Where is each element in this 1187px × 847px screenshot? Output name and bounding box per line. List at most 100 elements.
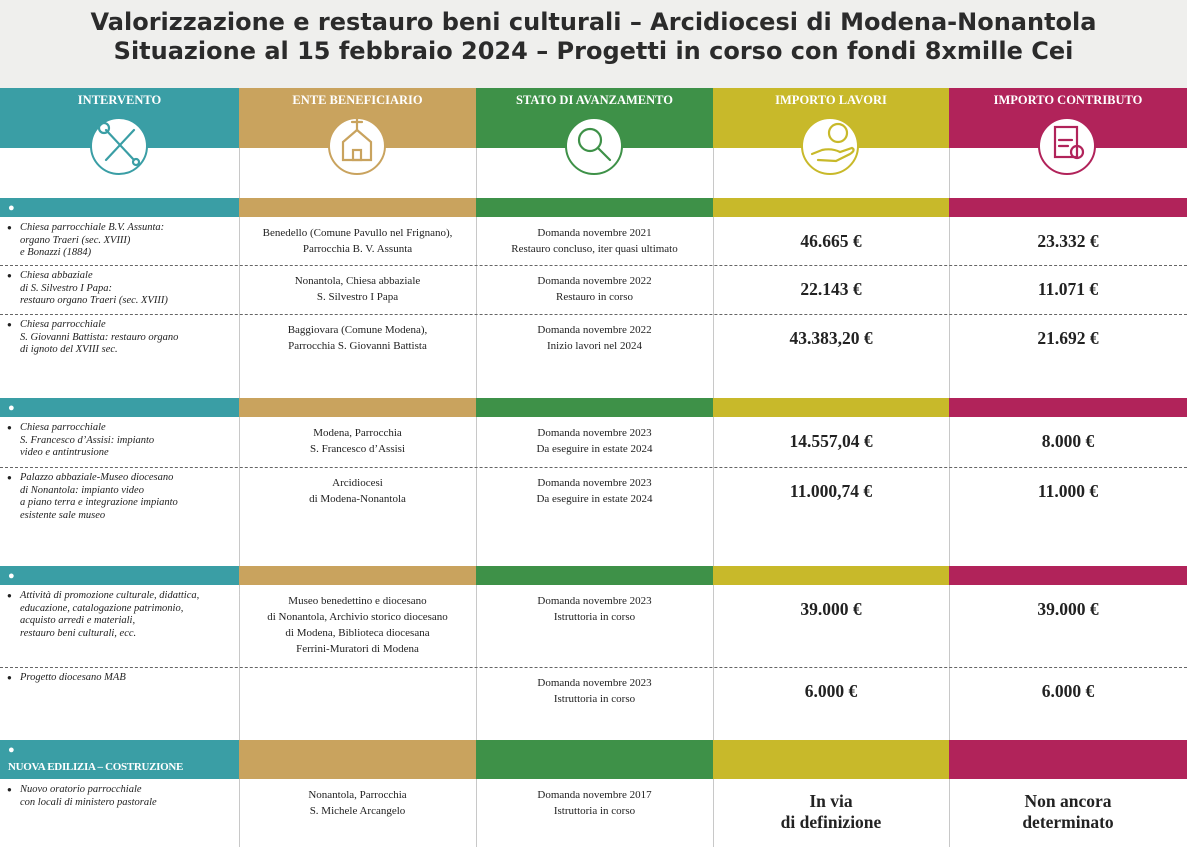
cell-line: Domanda novembre 2022 xyxy=(537,324,652,336)
cell-line: 6.000 € xyxy=(1041,681,1095,701)
cell-line: Domanda novembre 2022 xyxy=(537,275,652,287)
cell-line: di ignoto del XVIII sec. xyxy=(20,344,118,355)
cell-line: Baggiovara (Comune Modena), xyxy=(287,324,428,336)
ente-cell: Museo benedettino e diocesano di Nonantol… xyxy=(239,593,476,657)
intervento-cell: Attività di promozione culturale, didatt… xyxy=(0,590,239,640)
section-band xyxy=(713,566,950,585)
importo-lavori-cell: In via di definizione xyxy=(713,791,949,833)
cell-line: Ferrini-Muratori di Modena xyxy=(296,643,419,655)
section-band xyxy=(239,198,477,217)
section-title: NUOVA EDILIZIA – COSTRUZIONE xyxy=(8,761,184,773)
cell-line: a piano terra e integrazione impianto xyxy=(20,497,178,508)
cell-line: 39.000 € xyxy=(800,599,862,619)
cell-line: Progetto diocesano MAB xyxy=(20,672,239,685)
cell-line: educazione, catalogazione patrimonio, xyxy=(20,602,184,614)
cell-line: Inizio lavori nel 2024 xyxy=(546,340,642,352)
cell-line: 6.000 € xyxy=(804,681,858,701)
cell-line: S. Silvestro I Papa xyxy=(316,291,399,303)
cell-line: e Bonazzi (1884) xyxy=(20,247,92,258)
column-rule xyxy=(476,148,477,847)
cell-line: determinato xyxy=(1022,812,1114,832)
cell-line: Domanda novembre 2023 xyxy=(537,677,652,689)
cell-line: S. Francesco d’Assisi xyxy=(309,443,406,455)
row-separator xyxy=(0,265,1187,266)
title-line: Valorizzazione e restauro beni culturali… xyxy=(90,8,1097,36)
section-band xyxy=(713,198,950,217)
cell-line: Benedello (Comune Pavullo nel Frignano), xyxy=(262,227,453,239)
column-rule xyxy=(239,148,240,847)
importo-contributo-cell: 21.692 € xyxy=(949,328,1187,349)
section-band: RESTAURO ORGANI A CANNE xyxy=(0,198,240,231)
section-band xyxy=(713,398,950,417)
cell-line: Arcidiocesi xyxy=(332,477,383,489)
icons xyxy=(97,116,1085,167)
importo-lavori-cell: 6.000 € xyxy=(713,681,949,702)
importo-contributo-cell: 8.000 € xyxy=(949,431,1187,452)
cell-line: Domanda novembre 2021 xyxy=(537,227,652,239)
cell-line: 11.000,74 € xyxy=(789,481,873,501)
cell-line: esistente sale museo xyxy=(20,509,106,521)
column-header: INTERVENTO xyxy=(0,88,239,148)
cell-line: Restauro concluso, iter quasi ultimato xyxy=(511,243,678,255)
section-band xyxy=(476,198,714,217)
ente-cell: Arcidiocesi di Modena-Nonantola xyxy=(239,475,476,507)
cell-line: Palazzo abbaziale-Museo diocesano xyxy=(20,472,239,485)
cell-line: 14.557,04 € xyxy=(789,431,873,451)
cell-line: Chiesa parrocchiale B.V. Assunta: xyxy=(20,222,239,235)
section-band xyxy=(476,398,714,417)
importo-lavori-cell: 11.000,74 € xyxy=(713,481,949,502)
icon-circle xyxy=(801,117,859,175)
importo-contributo-cell: 39.000 € xyxy=(949,599,1187,620)
section-band xyxy=(949,398,1187,417)
section-band xyxy=(949,566,1187,585)
church-icon xyxy=(341,116,373,162)
section-band xyxy=(239,398,477,417)
importo-contributo-cell: Non ancora determinato xyxy=(949,791,1187,833)
cell-line: Museo benedettino e diocesano xyxy=(288,595,427,607)
column-rule xyxy=(713,148,714,847)
section-band xyxy=(713,740,950,779)
stato-cell: Domanda novembre 2022 Inizio lavori nel 2… xyxy=(476,322,713,354)
stato-cell: Domanda novembre 2021 Restauro concluso, … xyxy=(476,225,713,257)
cell-line: di S. Silvestro I Papa: xyxy=(20,282,113,294)
cell-line: acquisto arredi e materiali, xyxy=(20,615,136,626)
importo-contributo-cell: 11.071 € xyxy=(949,279,1187,300)
cell-line: Da eseguire in estate 2024 xyxy=(536,493,653,505)
stato-cell: Domanda novembre 2023 Da eseguire in esta… xyxy=(476,475,713,507)
money-icon xyxy=(810,122,855,163)
tax-icon xyxy=(1053,125,1085,160)
section-band xyxy=(476,566,714,585)
importo-lavori-cell: 14.557,04 € xyxy=(713,431,949,452)
cell-line: con locali di ministero pastorale xyxy=(20,796,157,808)
importo-contributo-cell: 11.000 € xyxy=(949,481,1187,502)
cell-line: organo Traeri (sec. XVIII) xyxy=(20,234,131,246)
cell-line: Chiesa abbaziale xyxy=(20,270,239,283)
tools-icon xyxy=(97,121,141,167)
cell-line: Parrocchia S. Giovanni Battista xyxy=(288,340,427,352)
cell-line: Chiesa parrocchiale xyxy=(20,319,239,332)
importo-lavori-cell: 46.665 € xyxy=(713,231,949,252)
cell-line: Domanda novembre 2023 xyxy=(537,477,652,489)
icon-circle xyxy=(327,117,386,175)
stato-cell: Domanda novembre 2023 Da eseguire in esta… xyxy=(476,425,713,457)
ente-cell: Modena, Parrocchia S. Francesco d’Assisi xyxy=(239,425,476,457)
section-band xyxy=(949,740,1187,779)
cell-line: 46.665 € xyxy=(800,231,862,251)
cell-line: Domanda novembre 2017 xyxy=(537,789,652,801)
cell-line: Modena, Parrocchia xyxy=(313,427,402,439)
column-rule xyxy=(949,148,950,847)
cell-line: 11.000 € xyxy=(1037,481,1099,501)
ente-cell: Nonantola, Parrocchia S. Michele Arcangel… xyxy=(239,787,476,819)
section-band xyxy=(239,740,477,779)
cell-line: Nonantola, Parrocchia xyxy=(308,789,407,801)
cell-line: Parrocchia B. V. Assunta xyxy=(302,243,413,255)
cell-line: Istruttoria in corso xyxy=(553,693,636,705)
importo-contributo-cell: 6.000 € xyxy=(949,681,1187,702)
cell-line: Attività di promozione culturale, didatt… xyxy=(20,590,239,603)
